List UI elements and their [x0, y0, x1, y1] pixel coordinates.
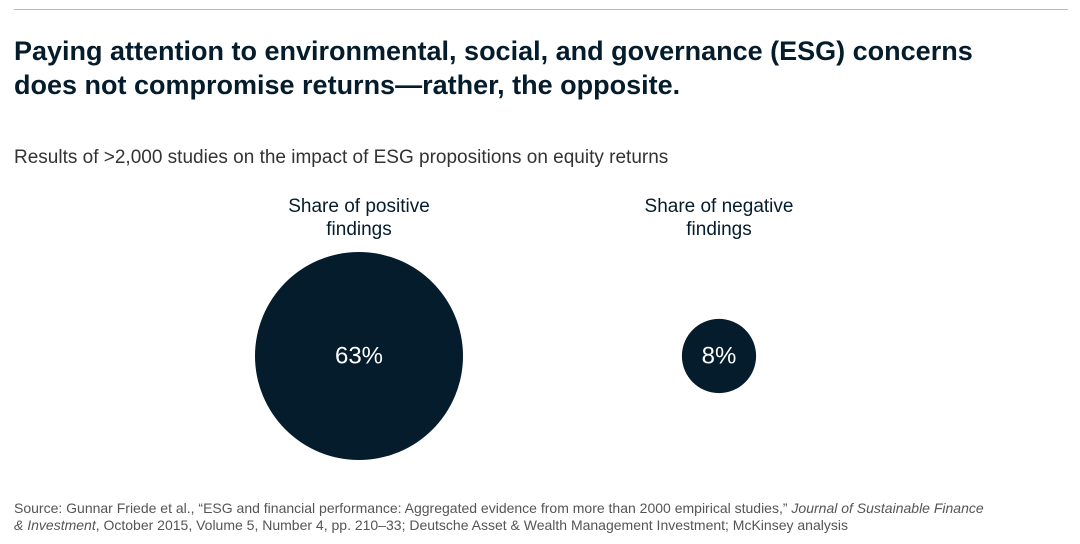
chart-subtitle: Results of >2,000 studies on the impact … — [14, 147, 669, 168]
source-journal-part-1: Journal of Sustainable Finance — [791, 500, 984, 516]
source-journal-part-2: & Investment — [14, 517, 96, 533]
chart-title-line-1: Paying attention to environmental, socia… — [14, 36, 973, 66]
negative-findings-value: 8% — [702, 343, 737, 370]
positive-findings-bubble — [255, 252, 463, 460]
negative-label-line-1: Share of negative — [644, 196, 794, 217]
top-divider — [14, 9, 1068, 10]
negative-findings-bubble — [681, 318, 757, 394]
source-note: Source: Gunnar Friede et al., “ESG and f… — [14, 500, 1054, 534]
positive-findings-label: Share of positive findings — [229, 195, 489, 241]
source-prefix: Source: Gunnar Friede et al., “ESG and f… — [14, 500, 792, 516]
positive-label-line-1: Share of positive — [288, 196, 430, 217]
chart-title: Paying attention to environmental, socia… — [14, 34, 1054, 102]
negative-findings-label: Share of negative findings — [589, 195, 849, 241]
positive-label-line-2: findings — [326, 219, 392, 240]
source-suffix: , October 2015, Volume 5, Number 4, pp. … — [95, 517, 848, 533]
chart-title-line-2: does not compromise returns—rather, the … — [14, 70, 681, 100]
positive-findings-value: 63% — [335, 343, 383, 370]
negative-label-line-2: findings — [686, 219, 752, 240]
